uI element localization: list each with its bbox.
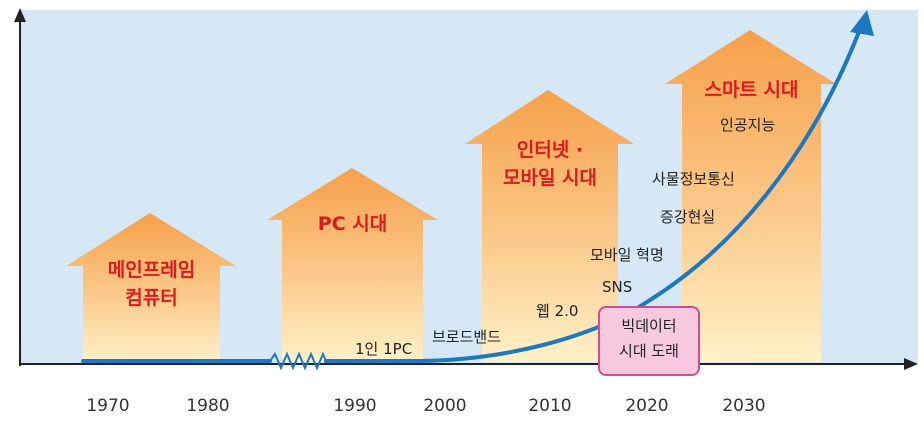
era-label-mainframe: 메인프레임 컴퓨터 <box>83 256 220 312</box>
year-label-1970: 1970 <box>86 396 130 416</box>
year-label-1990: 1990 <box>333 396 377 416</box>
bigdata-line2: 시대 도래 <box>619 342 679 360</box>
bigdata-line1: 빅데이터 <box>621 317 677 335</box>
era-arrow-mainframe <box>66 213 236 362</box>
era-arrow-pc <box>267 168 438 362</box>
era-label-internet-line1: 인터넷 · <box>516 139 584 161</box>
tech-label-iot: 사물정보통신 <box>652 170 735 188</box>
year-label-2000: 2000 <box>423 396 467 416</box>
era-label-mainframe-line1: 메인프레임 <box>107 259 196 281</box>
era-arrow-smart <box>665 30 836 362</box>
growth-curve <box>81 22 864 363</box>
era-label-mainframe-line2: 컴퓨터 <box>125 287 178 309</box>
tech-label-1pc: 1인 1PC <box>355 340 413 358</box>
growth-curve-arrowhead <box>850 10 874 36</box>
tech-label-web20: 웹 2.0 <box>536 302 579 320</box>
bigdata-highlight-box: 빅데이터 시대 도래 <box>598 306 700 376</box>
tech-label-ai: 인공지능 <box>720 116 776 134</box>
era-label-pc: PC 시대 <box>282 210 423 238</box>
era-label-internet-line2: 모바일 시대 <box>502 167 597 189</box>
tech-label-broadband: 브로드밴드 <box>432 328 502 346</box>
x-axis-arrowhead <box>904 358 918 370</box>
era-arrow-internet-mobile <box>465 90 634 362</box>
tech-label-ar: 증강현실 <box>660 208 716 226</box>
year-label-2030: 2030 <box>722 396 766 416</box>
era-label-pc-line1: PC 시대 <box>317 213 388 235</box>
era-label-internet-mobile: 인터넷 · 모바일 시대 <box>482 136 618 192</box>
era-label-smart-line1: 스마트 시대 <box>704 79 799 101</box>
year-label-1980: 1980 <box>186 396 230 416</box>
tech-label-mobile-revolution: 모바일 혁명 <box>590 246 664 264</box>
year-label-2020: 2020 <box>625 396 669 416</box>
y-axis-arrowhead <box>14 8 26 22</box>
growth-curve-zigzag <box>269 351 327 371</box>
tech-label-sns: SNS <box>602 278 633 296</box>
year-label-2010: 2010 <box>528 396 572 416</box>
era-label-smart: 스마트 시대 <box>682 76 821 104</box>
